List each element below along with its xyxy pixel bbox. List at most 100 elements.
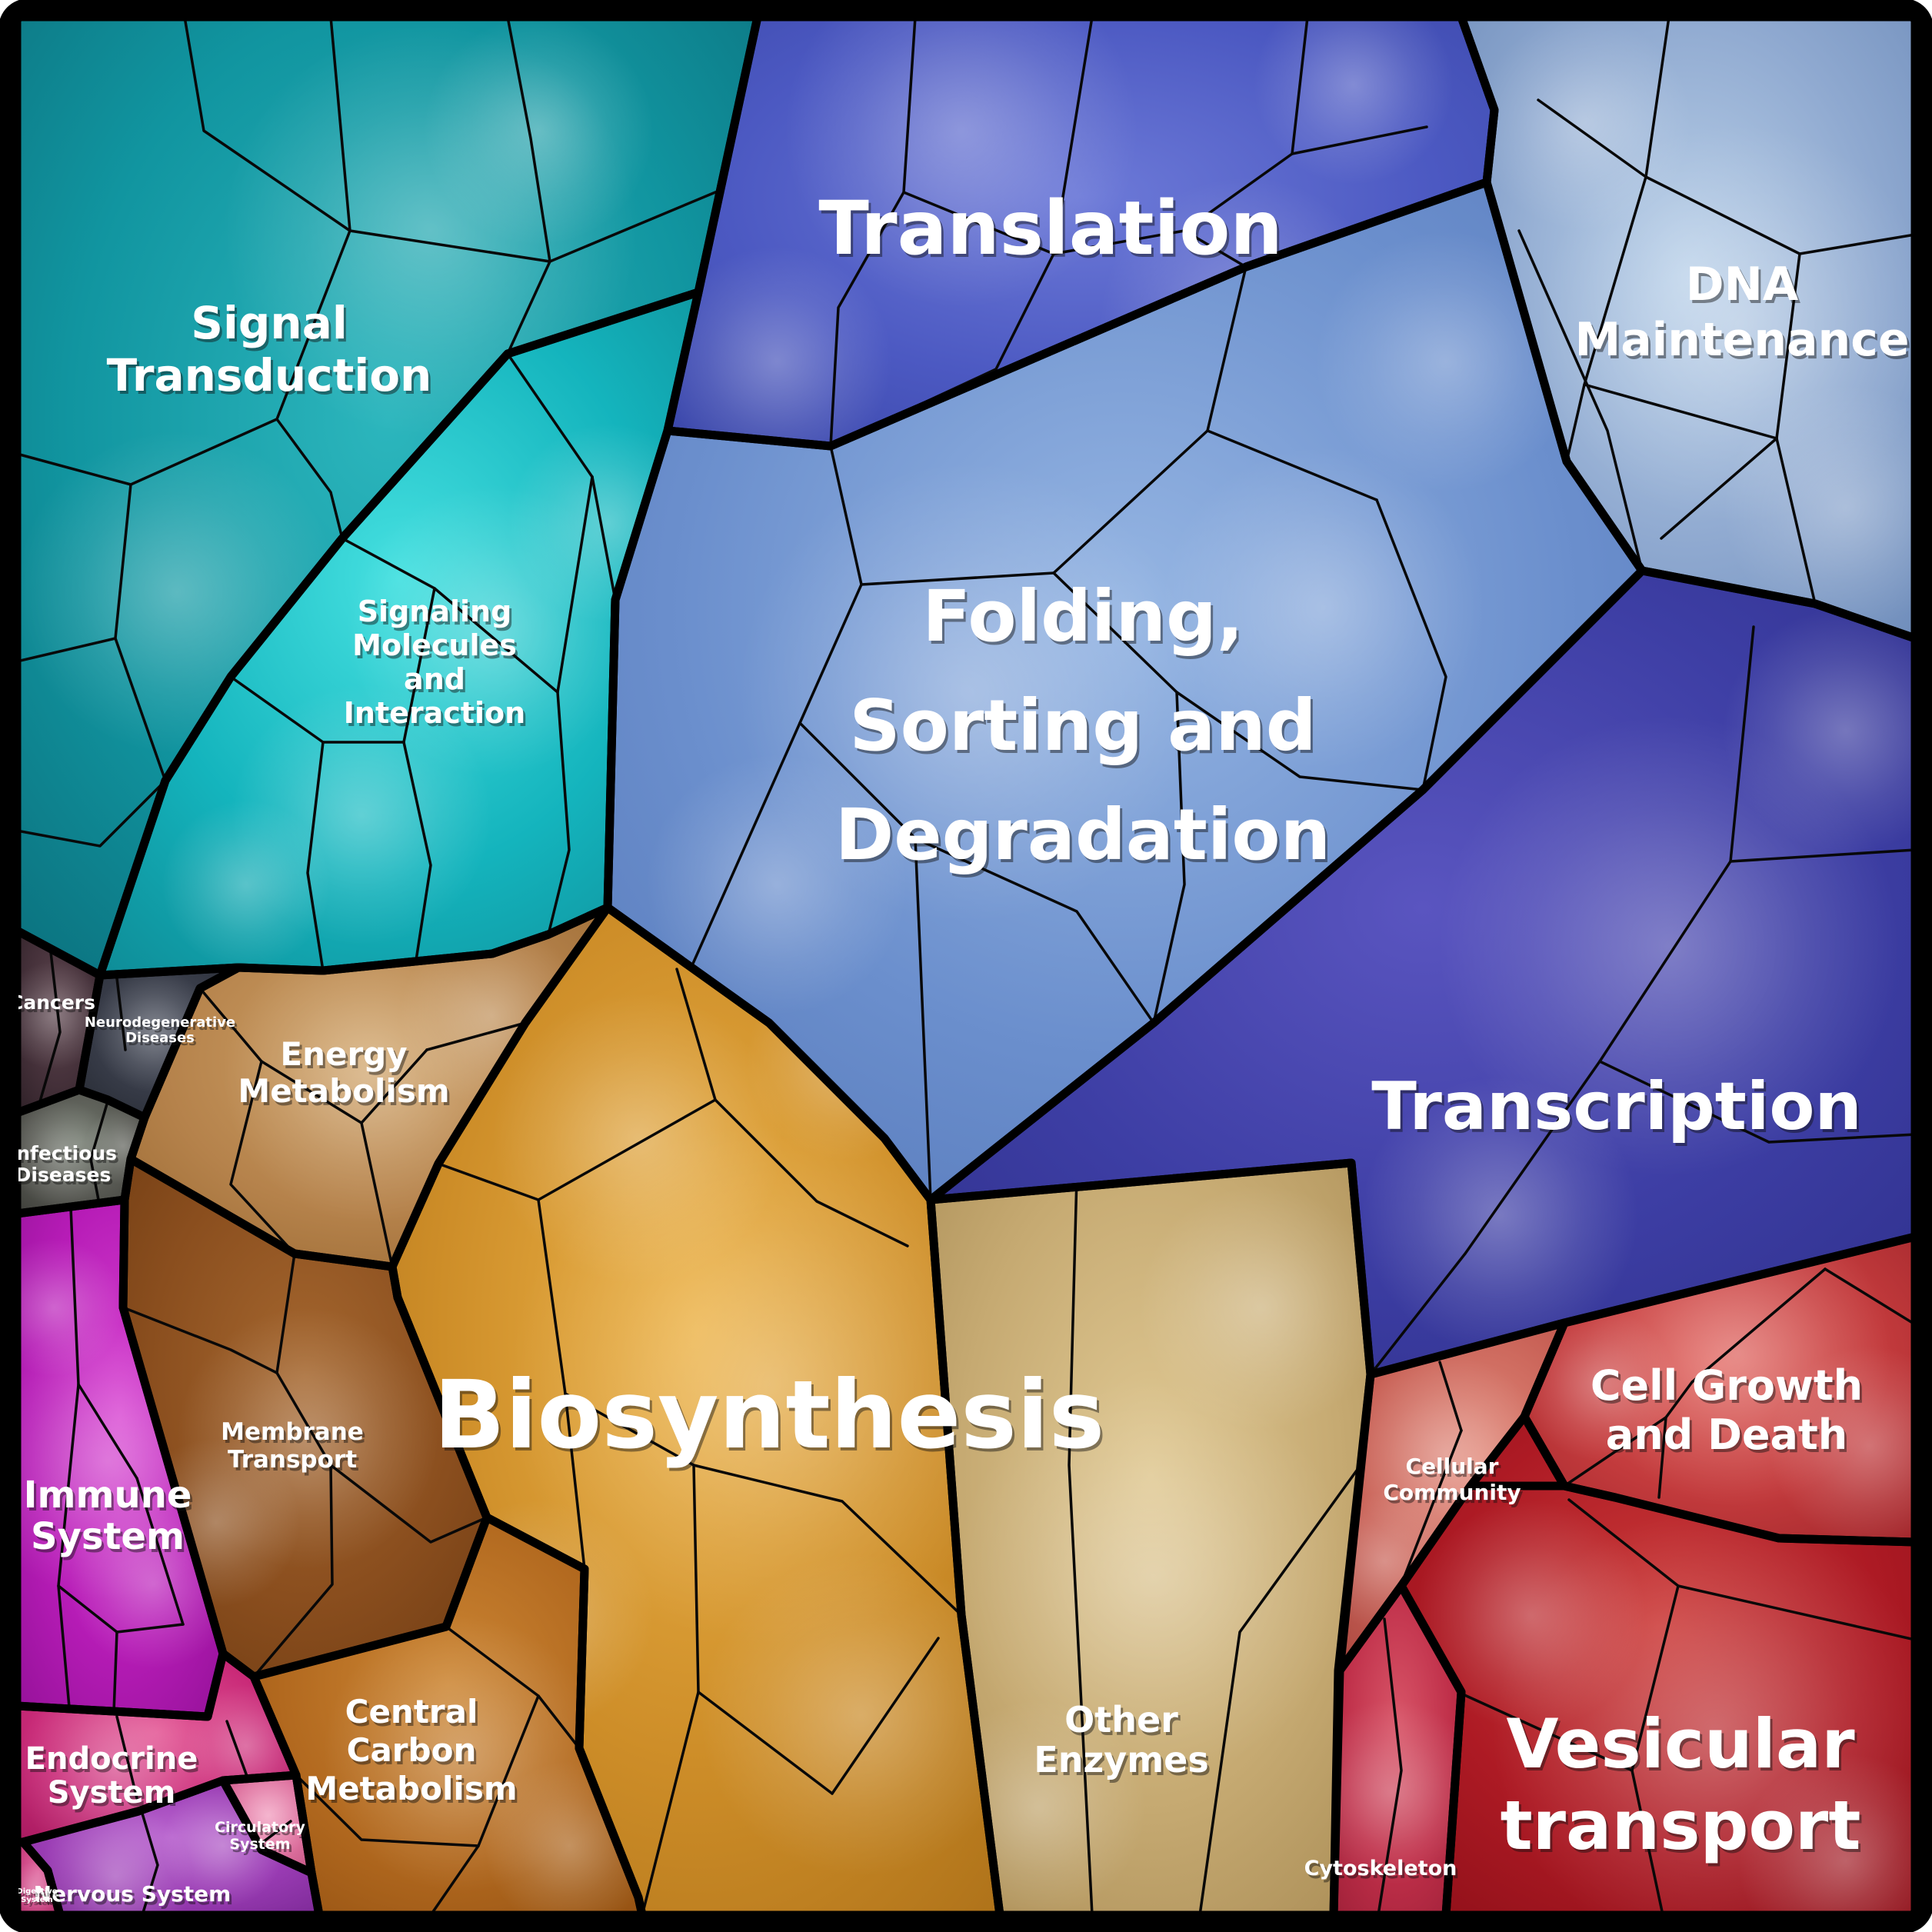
subcell-border [402, 587, 436, 967]
label-translation-shadow: Translation [821, 188, 1284, 275]
subcell-border [225, 1720, 249, 1780]
label-cellular-community: Cellular [1406, 1454, 1499, 1479]
region-vesicular-transport[interactable] [1401, 1417, 1932, 1932]
region-other-enzymes[interactable] [931, 1163, 1384, 1915]
label-dna-maintenance: Maintenance [1574, 313, 1909, 367]
region-biosynthesis-cells [423, 961, 1000, 1915]
subcell-border [306, 741, 325, 972]
label-energy-metabolism: Metabolism [238, 1072, 449, 1110]
cell-highlight [1738, 1754, 1915, 1915]
subcell-border [1206, 429, 1378, 501]
cell-highlight [1334, 1700, 1461, 1884]
label-neurodegenerative-diseases: Diseases [125, 1030, 195, 1046]
subcell-border [89, 1100, 109, 1201]
label-signaling-molecules: and [404, 662, 465, 696]
label-other-enzymes-shadow: Other [1067, 1702, 1181, 1744]
subcell-border [548, 191, 717, 263]
label-folding-sorting-degradation-shadow: Degradation [838, 797, 1333, 879]
region-cytoskeleton[interactable] [1300, 1586, 1484, 1915]
region-cancers-cells [17, 951, 100, 1103]
label-neurodegenerative-diseases-shadow: Neurodegenerative [87, 1018, 238, 1034]
label-signal-transduction-shadow: Signal [193, 300, 349, 352]
label-circulatory-system: System [229, 1836, 290, 1853]
label-signal-transduction: Transduction [107, 349, 432, 401]
subcell-border [183, 17, 351, 232]
subcell-border [17, 779, 167, 848]
label-nervous-system-shadow: Nervous System [36, 1884, 234, 1910]
label-energy-metabolism: Energy [280, 1035, 407, 1073]
label-digestive-system: System [21, 1896, 53, 1904]
region-cytoskeleton-border [1329, 1581, 1466, 1920]
region-biosynthesis[interactable] [392, 908, 1031, 1915]
label-folding-sorting-degradation: Sorting and [849, 685, 1316, 767]
region-signaling-molecules[interactable] [100, 292, 708, 975]
region-cytoskeleton-cells [1334, 1617, 1461, 1915]
subcell-border [141, 1812, 159, 1915]
subcell-border [38, 951, 62, 1103]
label-cell-growth-death-shadow: Cell Growth [1593, 1364, 1865, 1413]
region-circulatory-system-border [218, 1770, 316, 1877]
subcell-border [1403, 1429, 1463, 1578]
subcell-border [258, 1820, 292, 1846]
label-other-enzymes-shadow: Enzymes [1036, 1742, 1211, 1784]
label-dna-maintenance-shadow: Maintenance [1577, 316, 1911, 370]
label-endocrine-system-shadow: Endocrine [28, 1744, 201, 1780]
label-biosynthesis-shadow: Biosynthesis [436, 1364, 1108, 1473]
label-signaling-molecules-shadow: and [406, 665, 468, 699]
region-transcription[interactable] [931, 571, 1932, 1374]
subcell-border [714, 1098, 909, 1247]
subcell-border [275, 1252, 296, 1374]
label-vesicular-transport-shadow: transport [1503, 1789, 1864, 1868]
region-folding-sorting-degradation[interactable] [608, 182, 1642, 1200]
label-folding-sorting-degradation: Degradation [835, 794, 1331, 876]
label-membrane-transport: Transport [228, 1446, 357, 1474]
label-transcription: Transcription [1371, 1068, 1861, 1145]
label-digestive-system-shadow: System [23, 1899, 55, 1907]
region-dna-maintenance[interactable] [1461, 15, 1932, 638]
subcell-border [275, 418, 344, 540]
cell-highlight [492, 992, 784, 1284]
label-central-carbon-metabolism-shadow: Central [348, 1696, 481, 1734]
label-other-enzymes: Other [1064, 1699, 1178, 1740]
cell-highlight [668, 246, 892, 446]
label-immune-system: Immune [24, 1474, 192, 1517]
subcell-border [1565, 17, 1671, 463]
label-central-carbon-metabolism-shadow: Metabolism [308, 1773, 519, 1810]
label-digestive-system: Digestive [16, 1887, 57, 1896]
subcell-border [1183, 229, 1247, 268]
subcell-border [1175, 691, 1424, 791]
label-signaling-molecules-shadow: Interaction [346, 699, 528, 733]
cell-highlight [17, 1100, 115, 1208]
label-digestive-system-shadow: Digestive [18, 1890, 59, 1899]
cell-highlight [1524, 1307, 1677, 1461]
label-energy-metabolism-shadow: Metabolism [240, 1075, 451, 1113]
subcell-border [506, 17, 551, 263]
subcell-border [1052, 17, 1094, 255]
label-central-carbon-metabolism: Metabolism [305, 1770, 517, 1807]
subcell-border [547, 475, 594, 936]
subcell-border [1583, 383, 1778, 440]
cell-highlight [17, 961, 100, 1069]
label-energy-metabolism-shadow: Energy [282, 1038, 409, 1076]
subcell-border [295, 1774, 480, 1847]
label-signaling-molecules: Interaction [344, 696, 525, 730]
subcell-border [17, 637, 117, 663]
subcell-border [1657, 1267, 1827, 1499]
subcell-border [1377, 1617, 1403, 1915]
label-folding-sorting-degradation-shadow: Sorting and [851, 688, 1318, 770]
subcell-border [1291, 125, 1428, 155]
label-dna-maintenance-shadow: DNA [1688, 261, 1801, 315]
label-cytoskeleton-shadow: Cytoskeleton [1307, 1860, 1460, 1884]
subcell-border [348, 229, 551, 263]
subcell-border [135, 1477, 185, 1626]
label-central-carbon-metabolism-shadow: Carbon [349, 1734, 479, 1772]
subcell-border [591, 475, 617, 601]
subcell-border [57, 1206, 80, 1709]
label-neurodegenerative-diseases-shadow: Diseases [128, 1033, 197, 1049]
label-signaling-molecules-shadow: Molecules [355, 631, 519, 665]
subcell-border [1438, 1361, 1463, 1432]
label-folding-sorting-degradation-shadow: Folding, [924, 578, 1246, 661]
cell-highlight [646, 754, 908, 1015]
